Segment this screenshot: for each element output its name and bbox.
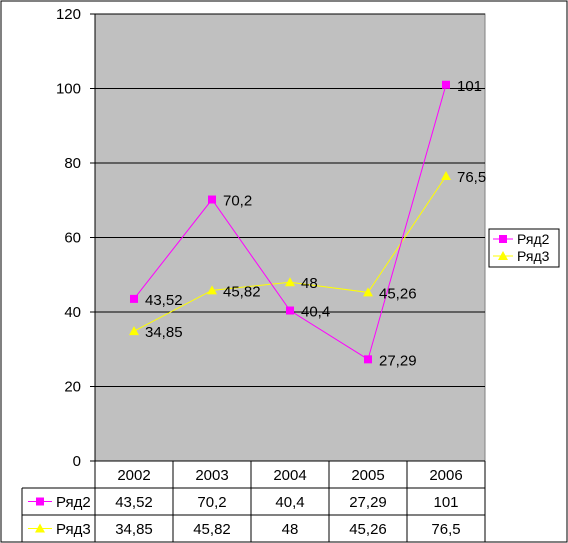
table-cell: 40,4 [275,494,304,511]
y-tick-label: 0 [73,453,81,470]
table-cell: 27,29 [349,494,387,511]
data-label: 34,85 [145,324,183,341]
data-label: 101 [457,78,482,95]
legend-entry-label: Ряд3 [517,248,550,264]
data-point [364,355,372,364]
data-label: 43,52 [145,292,183,309]
table-cell: 101 [433,494,458,511]
data-point [286,306,294,315]
data-point [130,294,138,303]
table-series-name: Ряд2 [56,494,91,511]
table-series-name: Ряд3 [56,521,91,538]
data-point [442,80,450,89]
x-category-label: 2005 [351,467,384,484]
data-point [208,195,216,204]
series-layer [129,80,451,364]
x-category-label: 2006 [429,467,462,484]
data-label: 45,26 [379,285,417,302]
legend-key-marker [499,235,507,243]
table-cell: 76,5 [431,521,460,538]
x-category-label: 2003 [195,467,228,484]
legend-key-marker [498,251,508,260]
y-tick-label: 20 [64,379,81,396]
table-cell: 45,82 [193,521,231,538]
y-tick-label: 40 [64,304,81,321]
table-cell: 43,52 [115,494,153,511]
data-label: 70,2 [223,193,252,210]
data-label: 48 [301,275,318,292]
legend-entry-label: Ряд2 [517,231,550,247]
data-label: 40,4 [301,304,330,321]
y-tick-label: 60 [64,230,81,247]
table-cell: 70,2 [197,494,226,511]
data-label: 76,5 [457,169,486,186]
table-legend-key-marker [36,497,44,506]
data-table: 2002 2003 2004 2005 2006 Ряд2 43,52 70,2 40,4 27,… [21,460,486,543]
data-point [363,287,373,297]
y-axis: 0 20 40 60 80 100 120 [56,6,96,470]
table-cell: 34,85 [115,521,153,538]
y-tick-label: 120 [56,6,81,23]
x-category-label: 2004 [273,467,306,484]
table-cell: 48 [282,521,299,538]
y-tick-label: 80 [64,155,81,172]
data-point [207,285,217,295]
data-label: 45,82 [223,283,261,300]
data-point [441,171,451,181]
data-point [285,277,295,287]
table-cell: 45,26 [349,521,387,538]
data-point [129,326,139,336]
data-label: 27,29 [379,352,417,369]
table-legend-key-marker [35,523,45,533]
data-labels: 43,52 70,2 40,4 27,29 101 34,85 45,82 48 45,26 76… [145,78,486,370]
y-tick-label: 100 [56,81,81,98]
x-category-label: 2002 [117,467,150,484]
